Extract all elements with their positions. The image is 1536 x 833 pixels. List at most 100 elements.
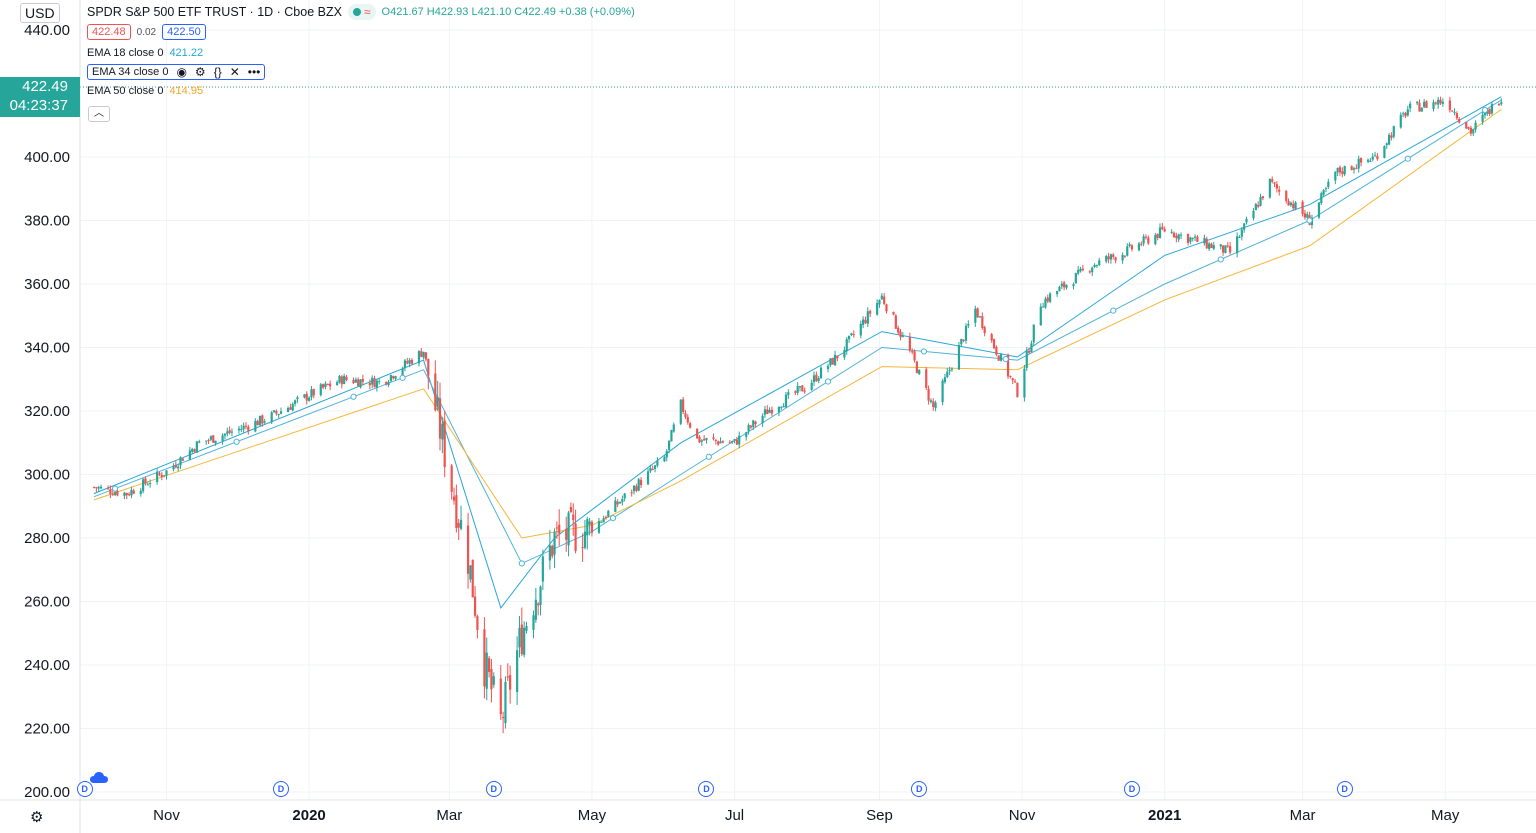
candle-body <box>845 339 848 352</box>
ema-marker <box>1110 307 1117 314</box>
candle-body <box>1172 232 1176 238</box>
candle-body <box>1261 196 1264 199</box>
candle-body <box>378 381 381 383</box>
candle-body <box>639 479 643 486</box>
gear-icon[interactable]: ⚙ <box>194 64 206 79</box>
dividend-marker[interactable]: D <box>485 781 502 797</box>
ema18-legend[interactable]: EMA 18 close 0 421.22 <box>87 43 635 62</box>
market-status-badge[interactable]: ≈ <box>347 4 376 20</box>
candle-body <box>908 336 911 351</box>
candle-body <box>663 457 666 462</box>
candle-body <box>1338 167 1342 173</box>
candle-body <box>880 295 883 300</box>
eye-icon[interactable]: ◉ <box>176 64 187 79</box>
candle-body <box>371 377 374 385</box>
candle-body <box>485 652 488 689</box>
x-tick-label: Sep <box>866 807 893 824</box>
candle-body <box>1352 168 1356 170</box>
candle-body <box>686 416 689 423</box>
ema50-legend[interactable]: EMA 50 close 0 414.95 <box>87 81 635 100</box>
currency-button[interactable]: USD <box>20 3 60 23</box>
candle-body <box>130 489 133 496</box>
candle-body <box>869 311 872 314</box>
candle-body <box>523 627 526 655</box>
candle-body <box>209 436 213 440</box>
candle-body <box>803 390 806 392</box>
candle-body <box>649 468 652 472</box>
ema34-legend[interactable]: EMA 34 close 0 ◉ ⚙ {} ✕ ••• <box>87 62 635 81</box>
candle-body <box>1179 234 1183 236</box>
source-code-icon[interactable]: {} <box>213 64 222 79</box>
candle-body <box>343 375 346 384</box>
candle-body <box>1060 283 1063 287</box>
candle-body <box>911 351 914 353</box>
candle-body <box>1163 229 1166 232</box>
y-axis: 440.00 400.00 380.00 360.00 340.00 320.00 300.… <box>24 22 70 801</box>
candle-body <box>537 603 540 606</box>
candle-body <box>1006 354 1010 377</box>
x-tick-label: Mar <box>1290 807 1316 824</box>
candle-body <box>925 369 928 388</box>
y-tick-label: 380.00 <box>24 213 70 230</box>
candle-body <box>1112 254 1115 257</box>
candle-body <box>946 371 949 378</box>
dividend-marker[interactable]: D <box>76 781 93 797</box>
candle-body <box>1448 100 1451 111</box>
ask-price[interactable]: 422.50 <box>162 24 206 40</box>
candle-body <box>410 359 414 364</box>
candle-body <box>1416 101 1419 104</box>
dividend-marker[interactable]: D <box>1336 781 1353 797</box>
candle-body <box>392 376 395 379</box>
candle-body <box>191 448 194 452</box>
candle-body <box>424 352 428 360</box>
candle-body <box>728 442 731 444</box>
dividend-marker[interactable]: D <box>698 781 715 797</box>
candle-body <box>401 368 404 376</box>
more-icon[interactable]: ••• <box>247 64 261 79</box>
candle-body <box>812 375 816 383</box>
candle-body <box>763 409 767 415</box>
collapse-legend-icon[interactable]: ︿ <box>88 106 110 122</box>
y-tick-label: 260.00 <box>24 594 70 611</box>
candle-body <box>1013 381 1017 383</box>
close-icon[interactable]: ✕ <box>229 64 240 79</box>
candle-body <box>1011 378 1014 381</box>
ema-marker <box>111 485 119 492</box>
ema34-selected-box[interactable]: EMA 34 close 0 ◉ ⚙ {} ✕ ••• <box>87 63 266 80</box>
candle-body <box>487 658 491 672</box>
settings-gear-icon[interactable]: ⚙ <box>30 809 44 826</box>
candle-body <box>1423 101 1426 108</box>
symbol-title[interactable]: SPDR S&P 500 ETF TRUST · 1D · Cboe BZX <box>87 5 342 19</box>
candle-body <box>532 615 535 630</box>
candle-body <box>1350 166 1353 171</box>
candle-body <box>819 367 823 379</box>
candle-body <box>329 383 332 387</box>
candle-body <box>1289 202 1293 206</box>
ema-marker <box>518 560 525 567</box>
dividend-marker[interactable]: D <box>273 781 290 797</box>
dividend-marker[interactable]: D <box>1123 781 1140 797</box>
candle-body <box>1245 218 1248 223</box>
candle-body <box>188 450 191 460</box>
candle-body <box>957 344 961 370</box>
candle-body <box>99 486 103 489</box>
candle-body <box>275 411 278 414</box>
candle-body <box>1390 135 1393 138</box>
bid-price[interactable]: 422.48 <box>87 24 131 40</box>
y-tick-label: 200.00 <box>24 784 70 801</box>
candle-body <box>1236 236 1239 254</box>
bid-ask-row: 422.48 0.02 422.50 <box>87 21 635 43</box>
y-tick-label: 240.00 <box>24 657 70 674</box>
candle-body <box>604 517 608 519</box>
dividend-marker[interactable]: D <box>911 781 928 797</box>
candle-body <box>427 358 430 376</box>
candle-body <box>995 347 998 355</box>
ohlc-values: O421.67 H422.93 L421.10 C422.49 +0.38 (+… <box>381 6 635 18</box>
candle-body <box>198 441 201 443</box>
candle-body <box>717 441 720 445</box>
cloud-icon[interactable] <box>89 770 109 786</box>
ema-line-2 <box>93 99 1502 565</box>
candle-body <box>623 493 626 499</box>
candle-body <box>336 382 339 386</box>
